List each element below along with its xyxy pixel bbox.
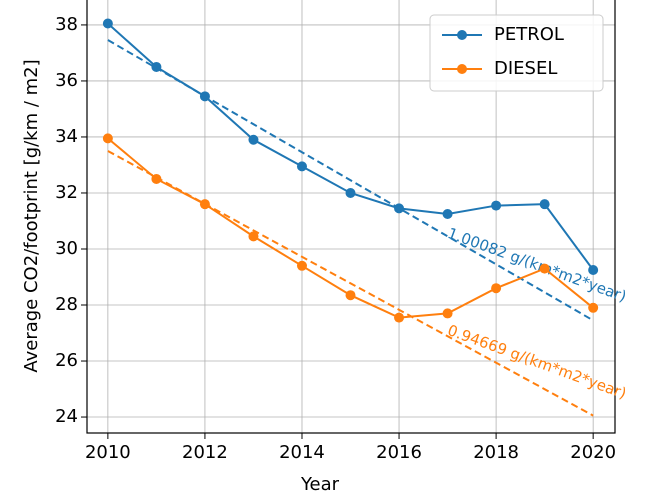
data-point <box>248 134 259 145</box>
data-point <box>539 199 550 210</box>
x-tick-label: 2012 <box>182 442 228 463</box>
y-tick-label: 30 <box>55 238 78 259</box>
y-tick-label: 24 <box>55 406 78 427</box>
y-tick-label: 32 <box>55 182 78 203</box>
data-point <box>102 133 113 144</box>
y-tick-label: 38 <box>55 14 78 35</box>
x-tick-label: 2016 <box>376 442 422 463</box>
data-point <box>394 312 405 323</box>
data-point <box>151 61 162 72</box>
data-point <box>248 231 259 242</box>
legend-marker <box>457 64 467 74</box>
data-point <box>491 283 502 294</box>
legend-label: DIESEL <box>494 58 557 79</box>
data-point <box>151 173 162 184</box>
data-point <box>588 264 599 275</box>
data-point <box>491 200 502 211</box>
x-axis-label: Year <box>300 474 340 495</box>
y-axis-label: Average CO2/footprint [g/km / m2] <box>21 59 42 372</box>
legend-marker <box>457 30 467 40</box>
data-point <box>199 91 210 102</box>
trend-annotation: 0.94669 g/(km*m2*year) <box>445 321 629 403</box>
trend-annotation: 1.00082 g/(km*m2*year) <box>445 224 629 306</box>
x-tick-label: 2010 <box>85 442 131 463</box>
legend-label: PETROL <box>494 24 564 45</box>
data-point <box>345 187 356 198</box>
data-point <box>296 161 307 172</box>
data-point <box>588 302 599 313</box>
y-tick-label: 36 <box>55 70 78 91</box>
data-point <box>102 18 113 29</box>
y-tick-label: 28 <box>55 294 78 315</box>
data-point <box>442 208 453 219</box>
data-point <box>296 260 307 271</box>
x-tick-label: 2014 <box>279 442 325 463</box>
y-tick-label: 34 <box>55 126 78 147</box>
data-point <box>345 290 356 301</box>
x-tick-label: 2020 <box>570 442 616 463</box>
data-point <box>394 203 405 214</box>
plot-frame <box>86 0 616 434</box>
data-point <box>539 263 550 274</box>
x-tick-label: 2018 <box>473 442 519 463</box>
data-point <box>442 308 453 319</box>
data-point <box>199 199 210 210</box>
y-tick-label: 26 <box>55 350 78 371</box>
